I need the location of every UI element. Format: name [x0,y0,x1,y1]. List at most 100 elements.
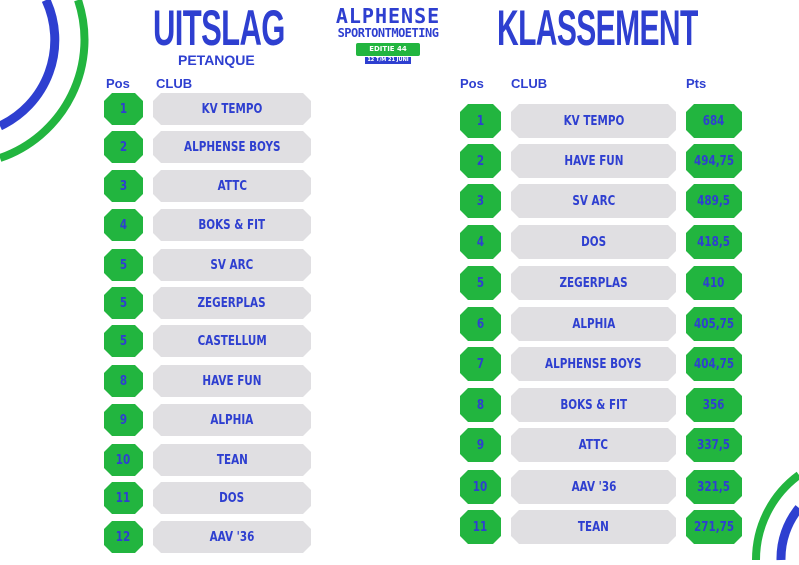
points-badge-text: 321,5 [697,479,731,495]
pos-badge: 11 [460,510,501,544]
pos-badge-text: 6 [476,316,485,332]
club-name-text: TEAN [216,452,248,468]
points-badge: 410 [686,266,742,300]
pos-badge: 4 [104,209,143,241]
club-name: HAVE FUN [511,144,676,178]
club-name-text: ATTC [578,437,609,453]
club-name-text: ALPHENSE BOYS [545,356,642,372]
club-name-text: AAV '36 [209,529,255,545]
pos-badge-text: 4 [476,234,485,250]
klassement-title: KLASSEMENT [497,0,698,56]
pos-badge: 12 [104,521,143,553]
points-badge: 494,75 [686,144,742,178]
points-badge: 489,5 [686,184,742,218]
pos-badge: 7 [460,347,501,381]
pos-badge: 8 [460,388,501,422]
pos-badge: 2 [460,144,501,178]
club-name-text: SV ARC [210,257,254,273]
club-name: SV ARC [511,184,676,218]
club-name-text: ALPHENSE BOYS [183,139,281,155]
points-badge: 405,75 [686,307,742,341]
logo-line2: SPORTONTMOETING [337,26,439,40]
pos-badge-text: 5 [119,333,128,349]
points-badge-text: 337,5 [697,437,731,453]
club-name-text: HAVE FUN [202,373,262,389]
uitslag-title: UITSLAG [153,0,285,56]
club-name: ATTC [511,428,676,462]
pos-badge-text: 3 [476,193,485,209]
pos-badge: 9 [104,404,143,436]
pos-badge-text: 11 [473,519,488,535]
club-name: HAVE FUN [153,365,311,397]
pos-badge-text: 5 [119,257,128,273]
pos-badge: 5 [104,249,143,281]
pos-badge-text: 7 [476,356,485,372]
club-name: TEAN [153,444,311,476]
pos-badge: 9 [460,428,501,462]
club-name: ZEGERPLAS [511,266,676,300]
pos-badge: 3 [104,170,143,202]
pos-badge: 2 [104,131,143,163]
points-badge-text: 684 [703,113,725,129]
pos-badge-text: 9 [476,437,485,453]
pos-badge: 11 [104,482,143,514]
points-badge-text: 271,75 [693,519,735,535]
points-badge: 321,5 [686,470,742,504]
pos-badge: 10 [104,444,143,476]
pos-badge-text: 11 [116,490,131,506]
points-badge: 418,5 [686,225,742,259]
pos-badge-text: 10 [116,452,131,468]
club-name: ALPHIA [153,404,311,436]
points-badge: 356 [686,388,742,422]
logo-dates: 12 T/M 21 JUNI [365,57,411,64]
club-name: KV TEMPO [153,93,311,125]
club-name: ALPHENSE BOYS [511,347,676,381]
pos-badge-text: 12 [116,529,131,545]
uitslag-subtitle: PETANQUE [178,52,255,68]
club-name: ALPHENSE BOYS [153,131,311,163]
uitslag-pos-header: Pos [106,76,130,91]
club-name-text: KV TEMPO [563,113,624,129]
arc-green-top [0,0,89,162]
club-name: TEAN [511,510,676,544]
pos-badge-text: 4 [119,217,128,233]
pos-badge: 6 [460,307,501,341]
pos-badge: 8 [104,365,143,397]
club-name: BOKS & FIT [511,388,676,422]
pos-badge-text: 9 [119,412,128,428]
pos-badge-text: 1 [119,101,128,117]
pos-badge: 1 [104,93,143,125]
klassement-pts-header: Pts [686,76,707,91]
pos-badge: 10 [460,470,501,504]
points-badge: 337,5 [686,428,742,462]
club-name-text: KV TEMPO [201,101,263,117]
club-name: ZEGERPLAS [153,287,311,319]
pos-badge: 5 [104,325,143,357]
arc-blue-bottom [776,505,799,561]
club-name-text: AAV '36 [571,479,616,495]
pos-badge-text: 2 [476,153,485,169]
club-name-text: DOS [219,490,245,506]
club-name: KV TEMPO [511,104,676,138]
club-name-text: ALPHIA [572,316,615,332]
pos-badge-text: 1 [476,113,485,129]
pos-badge: 4 [460,225,501,259]
pos-badge: 3 [460,184,501,218]
club-name: DOS [153,482,311,514]
club-name: AAV '36 [153,521,311,553]
club-name-text: ZEGERPLAS [559,275,628,291]
points-badge-text: 494,75 [693,153,735,169]
club-name: AAV '36 [511,470,676,504]
club-name-text: ATTC [217,178,247,194]
event-logo: ALPHENSE SPORTONTMOETING EDITIE 44 12 T/… [298,6,478,64]
points-badge-text: 404,75 [693,356,735,372]
uitslag-club-header: CLUB [156,76,193,91]
pos-badge: 5 [104,287,143,319]
club-name-text: BOKS & FIT [198,217,266,233]
pos-badge-text: 10 [473,479,488,495]
club-name-text: HAVE FUN [563,153,624,169]
points-badge: 271,75 [686,510,742,544]
points-badge-text: 356 [703,397,725,413]
